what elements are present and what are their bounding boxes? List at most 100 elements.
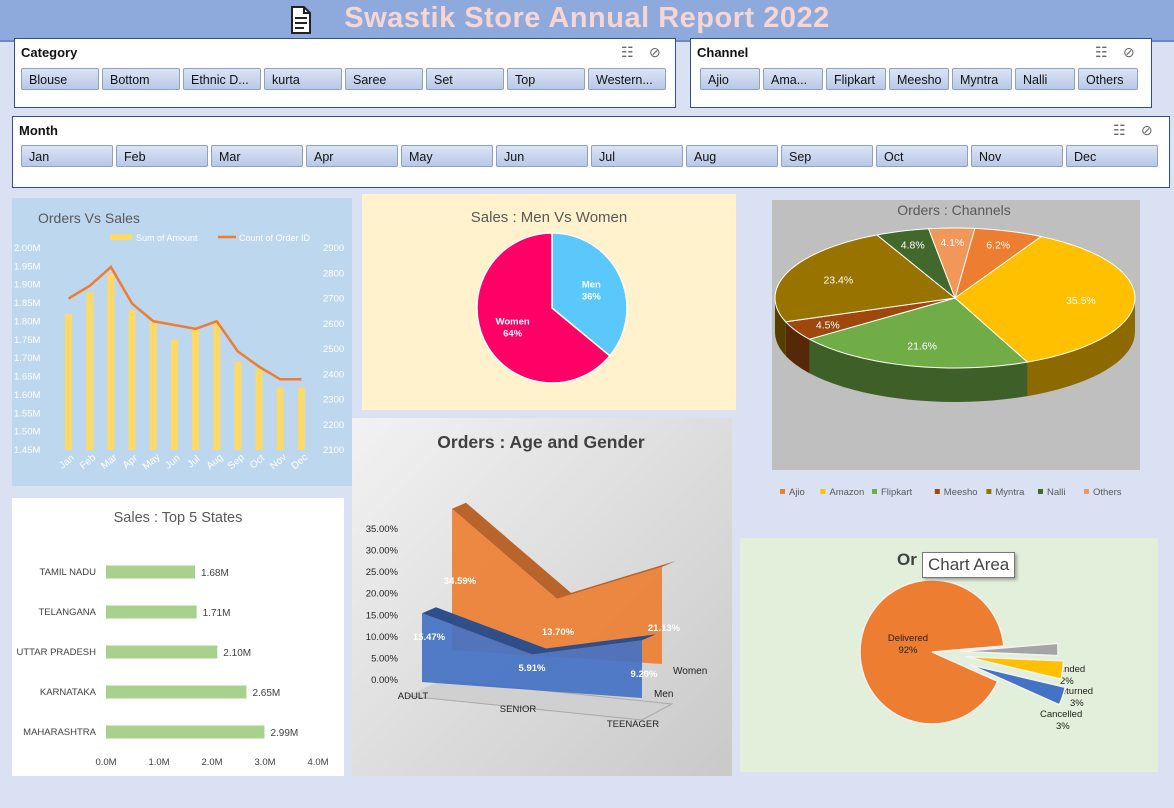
month-item-5[interactable]: Jun bbox=[496, 145, 588, 167]
state-bar-1 bbox=[106, 605, 197, 619]
category-item-1[interactable]: Bottom bbox=[102, 68, 180, 90]
category-item-2[interactable]: Ethnic D... bbox=[183, 68, 261, 90]
y-tick: 15.00% bbox=[366, 610, 399, 621]
channel-item-5[interactable]: Nalli bbox=[1015, 68, 1075, 90]
month-item-9[interactable]: Oct bbox=[876, 145, 968, 167]
category-item-7[interactable]: Western... bbox=[588, 68, 666, 90]
x-tick-Oct: Oct bbox=[248, 453, 267, 472]
age-gender-panel[interactable]: Orders : Age and Gender 0.00% 5.00% 10.00% 1… bbox=[352, 418, 732, 776]
age-chart-title: Orders : Age and Gender bbox=[437, 432, 645, 452]
category-item-0[interactable]: Blouse bbox=[21, 68, 99, 90]
area-women bbox=[452, 508, 662, 664]
y-left-tick: 1.95M bbox=[14, 261, 40, 272]
channel-item-1[interactable]: Ama... bbox=[763, 68, 823, 90]
slice-label-nalli: 4.8% bbox=[901, 239, 925, 251]
age-gender-chart[interactable]: Orders : Age and Gender 0.00% 5.00% 10.00% 1… bbox=[352, 418, 732, 776]
y-right-tick: 2400 bbox=[323, 369, 344, 380]
slice-side-myntra bbox=[775, 298, 786, 356]
slice-label-returned: 3% bbox=[1070, 698, 1084, 709]
top-states-panel[interactable]: Sales : Top 5 States TAMIL NADU 1.68M TELAN… bbox=[12, 498, 344, 776]
legend-swatch-amount bbox=[110, 234, 132, 240]
channel-item-6[interactable]: Others bbox=[1078, 68, 1138, 90]
month-item-4[interactable]: May bbox=[401, 145, 493, 167]
x-tick-Dec: Dec bbox=[289, 452, 310, 472]
state-label-2: UTTAR PRADESH bbox=[16, 647, 96, 658]
y-tick: 20.00% bbox=[366, 589, 399, 600]
category-slicer[interactable]: Category ☷ ⊘ Blouse Bottom Ethnic D... kurt… bbox=[14, 38, 676, 108]
channel-slicer[interactable]: Channel ☷ ⊘ Ajio Ama... Flipkart Meesho Mynt… bbox=[690, 38, 1152, 108]
state-label-3: KARNATAKA bbox=[40, 687, 97, 698]
legend-label-amazon: Amazon bbox=[829, 487, 864, 498]
month-item-10[interactable]: Nov bbox=[971, 145, 1063, 167]
month-slicer-label: Month bbox=[19, 123, 58, 138]
x-tick-Jun: Jun bbox=[163, 453, 182, 472]
orders-vs-sales-chart[interactable]: Orders Vs Sales Sum of Amount Count of Ord… bbox=[12, 198, 352, 486]
channel-item-2[interactable]: Flipkart bbox=[826, 68, 886, 90]
area-men bbox=[422, 613, 642, 698]
clear-filter-icon[interactable]: ⊘ bbox=[649, 44, 661, 60]
month-item-3[interactable]: Apr bbox=[306, 145, 398, 167]
slice-meesho bbox=[784, 297, 956, 340]
slice-name-refunded: Refunded bbox=[1044, 664, 1085, 675]
x-tick-Aug: Aug bbox=[205, 452, 226, 472]
multi-select-icon[interactable]: ☷ bbox=[621, 44, 634, 60]
y-tick: 25.00% bbox=[366, 567, 399, 578]
slice-others bbox=[927, 227, 976, 300]
slice-label-refunded: 2% bbox=[1060, 676, 1074, 687]
month-item-11[interactable]: Dec bbox=[1066, 145, 1158, 167]
slice-label-amazon: 35.5% bbox=[1066, 295, 1096, 307]
slice-flipkart bbox=[808, 297, 1029, 369]
y-left-tick: 1.75M bbox=[14, 335, 40, 346]
category-item-3[interactable]: kurta bbox=[264, 68, 342, 90]
y-left-tick: 1.45M bbox=[14, 445, 40, 456]
slice-label-others: 4.1% bbox=[940, 237, 964, 249]
state-value-1: 1.71M bbox=[203, 608, 231, 619]
month-slicer[interactable]: Month ☷ ⊘ Jan Feb Mar Apr May Jun Jul Aug Sep Oct… bbox=[12, 116, 1170, 188]
channel-item-0[interactable]: Ajio bbox=[700, 68, 760, 90]
category-item-4[interactable]: Saree bbox=[345, 68, 423, 90]
legend-label-orders: Count of Order ID bbox=[239, 233, 311, 243]
y-left-tick: 1.60M bbox=[14, 390, 40, 401]
slice-name-men: Men bbox=[582, 279, 601, 290]
y-left-tick: 1.65M bbox=[14, 372, 40, 383]
state-label-1: TELANGANA bbox=[38, 607, 96, 618]
category-item-5[interactable]: Set bbox=[426, 68, 504, 90]
month-item-7[interactable]: Aug bbox=[686, 145, 778, 167]
month-item-1[interactable]: Feb bbox=[116, 145, 208, 167]
top-states-chart[interactable]: Sales : Top 5 States TAMIL NADU 1.68M TELAN… bbox=[12, 498, 344, 776]
channel-item-4[interactable]: Myntra bbox=[952, 68, 1012, 90]
multi-select-icon[interactable]: ☷ bbox=[1113, 122, 1126, 138]
category-item-6[interactable]: Top bbox=[507, 68, 585, 90]
clear-filter-icon[interactable]: ⊘ bbox=[1123, 44, 1135, 60]
month-item-0[interactable]: Jan bbox=[21, 145, 113, 167]
bar-amount-Oct bbox=[255, 369, 263, 450]
multi-select-icon[interactable]: ☷ bbox=[1095, 44, 1108, 60]
month-item-8[interactable]: Sep bbox=[781, 145, 873, 167]
y-right-tick: 2200 bbox=[323, 420, 344, 431]
legend-label-others: Others bbox=[1093, 487, 1122, 498]
state-label-4: MAHARASHTRA bbox=[23, 727, 97, 738]
order-status-chart[interactable]: OrDelivered92%Refunded2%Returned3%Cancel… bbox=[740, 538, 1158, 772]
bar-amount-Aug bbox=[213, 321, 221, 450]
channels-chart-title: Orders : Channels bbox=[897, 202, 1011, 218]
area-top-men bbox=[422, 607, 656, 655]
y-tick: 30.00% bbox=[366, 546, 399, 557]
x-tick-Feb: Feb bbox=[78, 452, 99, 472]
document-icon bbox=[291, 6, 311, 34]
slice-men bbox=[551, 232, 628, 357]
x-tick: 3.0M bbox=[254, 757, 275, 768]
x-tick: 2.0M bbox=[201, 757, 222, 768]
slice-label-myntra: 23.4% bbox=[823, 274, 853, 286]
channel-item-3[interactable]: Meesho bbox=[889, 68, 949, 90]
month-item-2[interactable]: Mar bbox=[211, 145, 303, 167]
series-label-men: Men bbox=[654, 689, 673, 700]
x-tick-Apr: Apr bbox=[121, 452, 141, 471]
bar-amount-Jun bbox=[170, 339, 178, 450]
y-left-tick: 1.50M bbox=[14, 427, 40, 438]
orders-vs-sales-panel[interactable]: Orders Vs Sales Sum of Amount Count of Ord… bbox=[12, 198, 352, 486]
month-item-6[interactable]: Jul bbox=[591, 145, 683, 167]
channels-chart[interactable]: Orders : Channels 6.2% 35.5% 21.6% 4.5% 23.4%… bbox=[740, 194, 1162, 526]
men-vs-women-panel[interactable]: Sales : Men Vs Women Men 36% Women 64% bbox=[362, 194, 736, 410]
clear-filter-icon[interactable]: ⊘ bbox=[1141, 122, 1153, 138]
